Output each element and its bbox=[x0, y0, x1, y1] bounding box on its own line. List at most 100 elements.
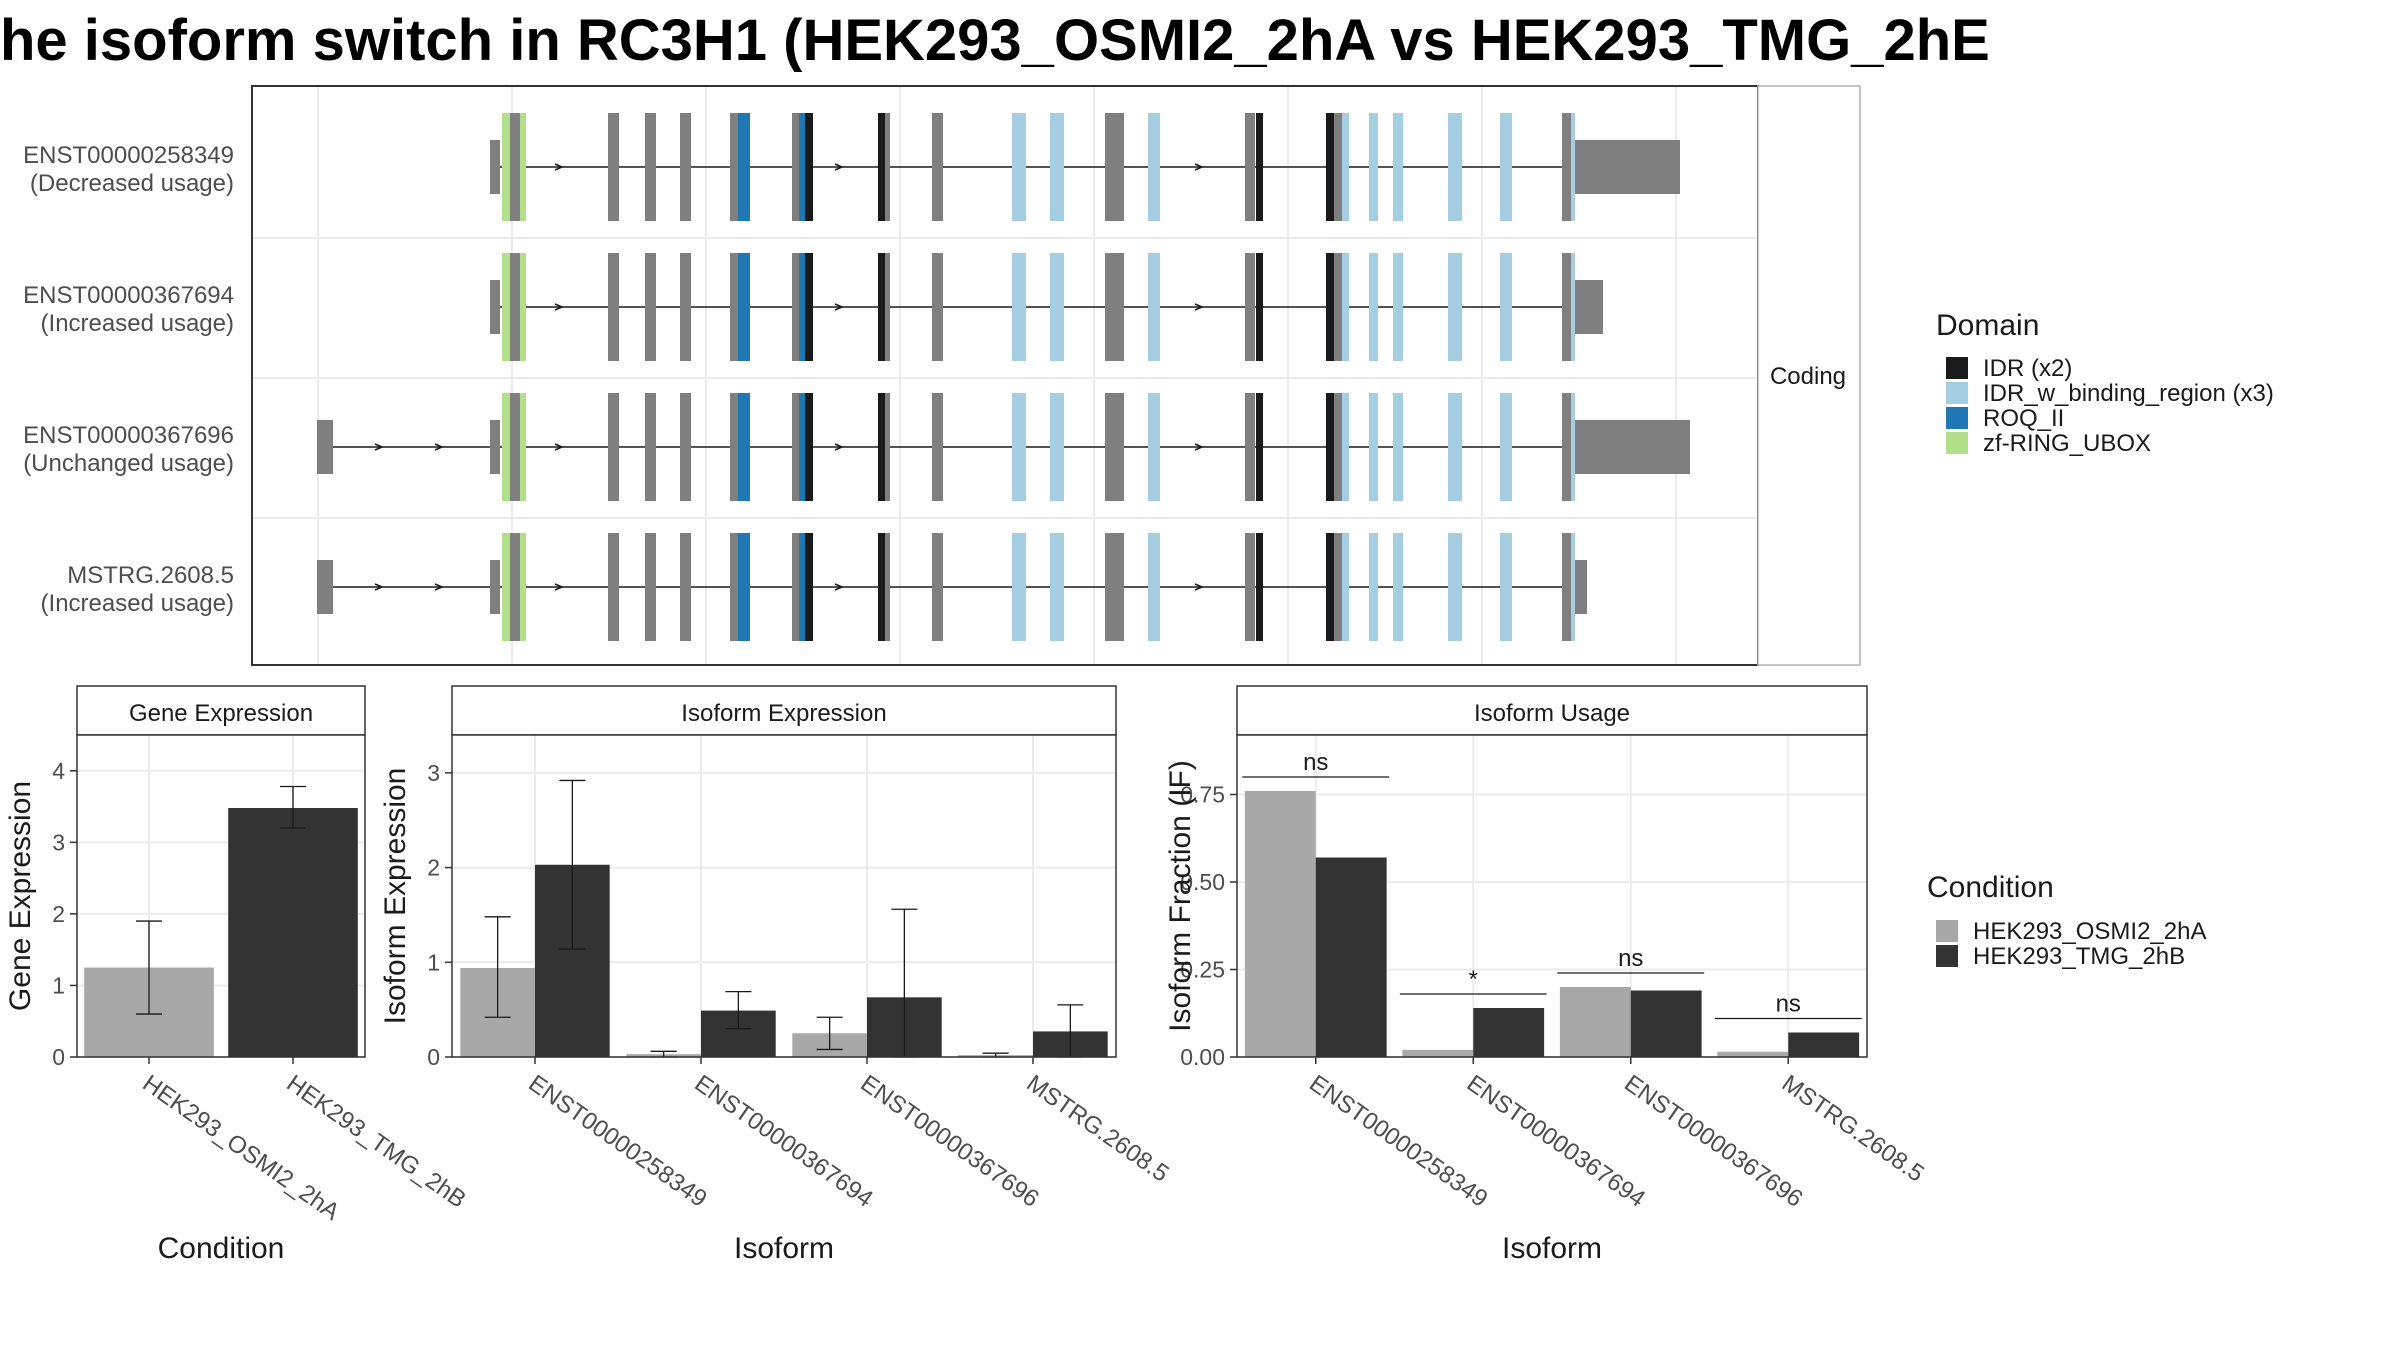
strand-arrow bbox=[434, 443, 444, 451]
plot-border bbox=[76, 734, 366, 1058]
domain-legend-key bbox=[1946, 382, 1968, 404]
coding-exon-exon bbox=[1245, 533, 1255, 641]
x-tick-label: ENST00000367696 bbox=[856, 1070, 1044, 1213]
coding-exon-idr bbox=[1256, 113, 1263, 221]
strand-arrow bbox=[1194, 583, 1204, 591]
bar bbox=[1630, 990, 1702, 1057]
coding-exon-exon bbox=[932, 393, 943, 501]
coding-exon-idr bbox=[805, 533, 813, 641]
coding-exon-exon bbox=[1562, 253, 1572, 361]
coding-exon-roq bbox=[738, 113, 750, 221]
transcript-usage-label: (Increased usage) bbox=[41, 310, 234, 337]
strand-arrow bbox=[834, 583, 844, 591]
coding-exon-exon bbox=[645, 533, 656, 641]
coding-exon-idr-binding bbox=[1050, 393, 1064, 501]
coding-strip-label: Coding bbox=[1770, 363, 1846, 390]
plot-border bbox=[1236, 734, 1868, 1058]
coding-exon-exon bbox=[1334, 533, 1342, 641]
coding-exon-idr bbox=[1256, 533, 1263, 641]
coding-exon-idr-binding bbox=[1500, 113, 1512, 221]
coding-exon-exon bbox=[645, 393, 656, 501]
coding-exon-idr-binding bbox=[1571, 253, 1575, 361]
strand-arrow bbox=[554, 443, 564, 451]
significance-label: ns bbox=[1303, 749, 1328, 776]
coding-exon-idr-binding bbox=[1500, 533, 1512, 641]
coding-exon-exon bbox=[680, 253, 691, 361]
condition-legend-title: Condition bbox=[1927, 871, 2054, 904]
bar bbox=[1402, 1050, 1474, 1057]
coding-exon-idr bbox=[878, 393, 885, 501]
coding-exon-exon bbox=[792, 393, 799, 501]
y-tick-label: 0.25 bbox=[1180, 957, 1225, 983]
coding-exon-exon bbox=[608, 393, 619, 501]
coding-exon-idr-binding bbox=[1148, 113, 1160, 221]
coding-exon-idr bbox=[805, 253, 813, 361]
coding-exon-idr-binding bbox=[1050, 113, 1064, 221]
transcript-row bbox=[490, 113, 1680, 221]
condition-legend-key bbox=[1936, 920, 1958, 942]
coding-exon-exon bbox=[730, 393, 738, 501]
coding-exon-idr bbox=[805, 393, 813, 501]
coding-exon-idr-binding bbox=[1148, 253, 1160, 361]
significance-label: ns bbox=[1776, 991, 1801, 1018]
domain-legend: Domain IDR (x2)IDR_w_binding_region (x3)… bbox=[1936, 309, 2274, 457]
coding-exon-idr-binding bbox=[1448, 253, 1462, 361]
strand-arrow bbox=[834, 303, 844, 311]
transcript-row bbox=[317, 533, 1587, 641]
y-axis-title: Isoform Fraction (IF) bbox=[1164, 760, 1197, 1032]
transcript-id-label: ENST00000367696 bbox=[23, 422, 234, 449]
panel-strip bbox=[76, 685, 366, 736]
y-axis-title: Isoform Expression bbox=[379, 768, 412, 1025]
strand-arrow bbox=[374, 583, 384, 591]
coding-exon-idr bbox=[805, 113, 813, 221]
coding-exon-idr bbox=[1326, 393, 1334, 501]
coding-exon-exon bbox=[792, 253, 799, 361]
coding-exon-idr-binding bbox=[1393, 393, 1403, 501]
y-tick-label: 3 bbox=[52, 829, 65, 855]
transcript-structure-panel: ENST00000258349(Decreased usage) ENST0000… bbox=[23, 85, 1861, 666]
bar bbox=[1315, 857, 1387, 1057]
domain-legend-key bbox=[1946, 357, 1968, 379]
coding-exon-idr-binding bbox=[1342, 393, 1349, 501]
coding-exon-zf-ring bbox=[502, 393, 510, 501]
coding-exon-exon bbox=[885, 253, 890, 361]
coding-exon-idr-binding bbox=[1500, 393, 1512, 501]
coding-exon-exon bbox=[730, 253, 738, 361]
transcript-row bbox=[490, 253, 1603, 361]
coding-exon-idr-binding bbox=[1369, 253, 1378, 361]
y-axis-title: Gene Expression bbox=[4, 781, 37, 1011]
x-axis-title: Isoform bbox=[1502, 1232, 1602, 1265]
transcript-panel-border bbox=[251, 85, 1759, 666]
coding-exon-roq bbox=[738, 253, 750, 361]
utr-exon bbox=[1575, 140, 1680, 194]
transcript-usage-label: (Unchanged usage) bbox=[23, 450, 234, 477]
domain-legend-label: zf-RING_UBOX bbox=[1983, 430, 2151, 457]
utr-exon bbox=[490, 420, 500, 474]
coding-exon-roq bbox=[799, 113, 805, 221]
coding-exon-exon bbox=[608, 533, 619, 641]
coding-exon-exon bbox=[1105, 533, 1124, 641]
coding-exon-exon bbox=[510, 393, 522, 501]
transcript-labels: ENST00000258349(Decreased usage) ENST0000… bbox=[23, 142, 234, 617]
coding-exon-idr-binding bbox=[1448, 113, 1462, 221]
transcript-id-label: ENST00000367694 bbox=[23, 282, 234, 309]
coding-exon-exon bbox=[645, 253, 656, 361]
coding-exon-exon bbox=[1245, 393, 1255, 501]
coding-exon-exon bbox=[792, 533, 799, 641]
coding-exon-idr-binding bbox=[1369, 393, 1378, 501]
coding-exon-idr-binding bbox=[1148, 393, 1160, 501]
coding-exon-zf-ring bbox=[520, 533, 526, 641]
coding-exon-idr bbox=[1256, 393, 1263, 501]
coding-exon-idr bbox=[1326, 253, 1334, 361]
strand-arrow bbox=[554, 583, 564, 591]
significance-label: ns bbox=[1618, 945, 1643, 972]
figure-title: he isoform switch in RC3H1 (HEK293_OSMI2… bbox=[0, 8, 1990, 73]
condition-legend-label: HEK293_OSMI2_2hA bbox=[1973, 918, 2206, 945]
coding-exon-idr-binding bbox=[1500, 253, 1512, 361]
y-tick-label: 2 bbox=[52, 901, 65, 927]
coding-exon-idr-binding bbox=[1369, 533, 1378, 641]
coding-exon-exon bbox=[730, 533, 738, 641]
coding-exon-exon bbox=[932, 253, 943, 361]
coding-exon-roq bbox=[738, 393, 750, 501]
coding-exon-zf-ring bbox=[502, 113, 510, 221]
